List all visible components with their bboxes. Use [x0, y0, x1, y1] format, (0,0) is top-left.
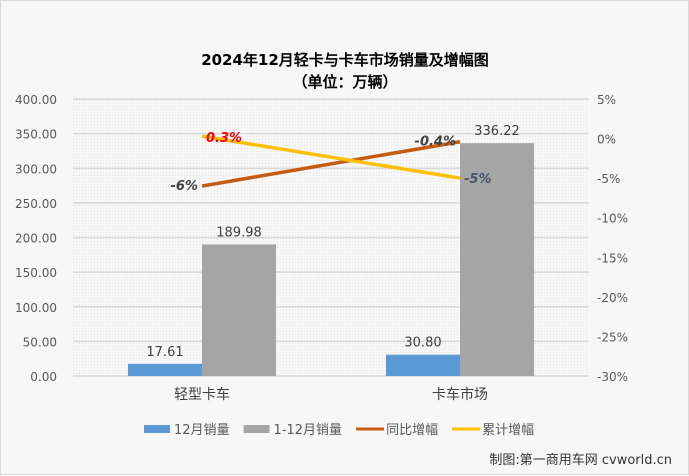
- y-left-tick: 300.00: [15, 162, 57, 176]
- y-right-tick: -20%: [597, 291, 628, 305]
- y-right-tick: -5%: [597, 172, 620, 186]
- chart-title: 2024年12月轻卡与卡车市场销量及增幅图: [201, 51, 489, 69]
- line-yoy: [201, 140, 461, 188]
- y-right-tick: -30%: [597, 370, 628, 384]
- y-left-tick: 200.00: [15, 232, 57, 246]
- legend-swatch: [243, 425, 270, 433]
- line-data-label: -0.4%: [415, 135, 456, 150]
- line-data-label: -6%: [171, 179, 198, 194]
- credit: 制图:第一商用车网 cvworld.cn: [489, 453, 672, 468]
- bar-month: [128, 363, 202, 376]
- line-cumulative: [201, 134, 461, 180]
- legend-label: 12月销量: [174, 423, 230, 438]
- y-left-tick: 350.00: [15, 128, 57, 142]
- legend-label: 同比增幅: [386, 423, 438, 438]
- bar-data-label: 30.80: [404, 336, 441, 351]
- line-data-label: -5%: [464, 172, 491, 187]
- y-right-tick: 5%: [597, 93, 616, 107]
- y-left-tick: 100.00: [15, 301, 57, 315]
- bar-ytd: [202, 244, 276, 376]
- y-left-tick: 0.00: [30, 370, 57, 384]
- x-tick-label: 卡车市场: [432, 386, 488, 403]
- y-right-tick: -15%: [597, 251, 628, 265]
- bar-data-label: 17.61: [146, 345, 183, 360]
- y-right-tick: -10%: [597, 212, 628, 226]
- bar-month: [386, 354, 460, 376]
- bar-data-label: 336.22: [474, 124, 520, 139]
- line-data-label: 0.3%: [206, 131, 242, 146]
- y-left-tick: 250.00: [15, 197, 57, 211]
- bar-ytd: [460, 143, 534, 376]
- y-right-tick: -25%: [597, 330, 628, 344]
- y-right-tick: 0%: [597, 133, 616, 147]
- chart-subtitle: （单位：万辆）: [292, 73, 397, 91]
- legend-swatch: [144, 425, 170, 433]
- x-tick-label: 轻型卡车: [174, 386, 230, 403]
- legend-label: 累计增幅: [482, 423, 534, 438]
- bar-data-label: 189.98: [216, 225, 262, 240]
- y-left-tick: 150.00: [15, 266, 57, 280]
- legend-label: 1-12月销量: [274, 423, 343, 438]
- y-left-tick: 50.00: [23, 335, 57, 349]
- y-left-tick: 400.00: [15, 93, 57, 107]
